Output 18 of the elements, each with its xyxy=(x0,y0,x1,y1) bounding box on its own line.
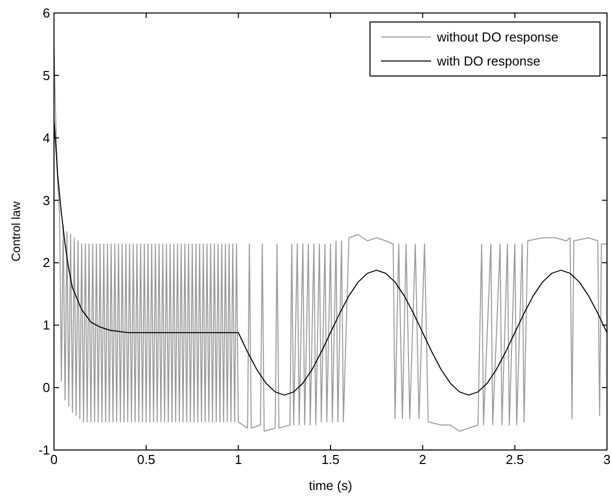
x-tick-label: 3 xyxy=(603,452,611,467)
y-axis-title: Control law xyxy=(9,201,23,262)
x-tick-label: 0.5 xyxy=(137,452,156,467)
x-tick-label: 1 xyxy=(234,452,242,467)
y-tick-label: 3 xyxy=(42,192,50,208)
legend-label: without DO response xyxy=(436,30,558,44)
y-tick-label: -1 xyxy=(38,442,50,458)
y-tick-label: 6 xyxy=(42,6,50,20)
x-tick-label: 2.5 xyxy=(506,452,524,467)
y-tick-label: 4 xyxy=(42,130,50,146)
x-tick-label: 1.5 xyxy=(321,452,340,467)
y-tick-label: 5 xyxy=(42,68,50,83)
y-tick-label: 2 xyxy=(42,255,50,270)
x-axis-title: time (s) xyxy=(308,478,352,493)
y-tick-label: 0 xyxy=(42,380,50,396)
y-tick-label: 1 xyxy=(42,318,50,333)
legend-label: with DO response xyxy=(436,54,540,68)
x-tick-label: 2 xyxy=(419,452,426,467)
